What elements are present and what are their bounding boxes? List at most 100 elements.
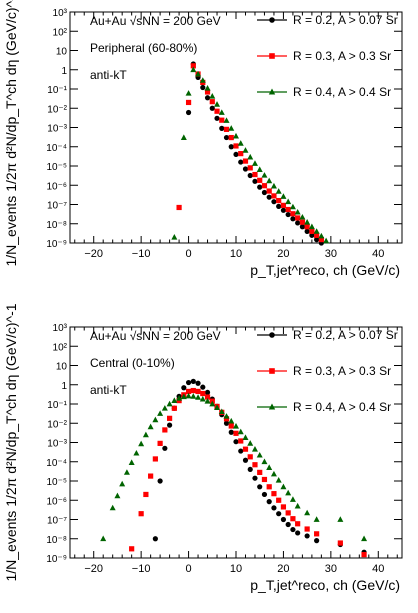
data-point-r04 — [304, 219, 311, 225]
legend-label: R = 0.2, A > 0.07 Sr — [293, 328, 398, 342]
y-tick-label: 10⁻¹ — [47, 85, 67, 96]
data-point-r04 — [195, 394, 202, 400]
data-point-r02 — [204, 389, 211, 396]
data-point-r03 — [276, 197, 282, 204]
data-point-r04 — [289, 496, 296, 502]
data-point-r04 — [270, 470, 277, 477]
data-point-r04 — [171, 234, 178, 240]
data-point-r04 — [204, 397, 211, 404]
data-point-r04 — [323, 237, 330, 244]
y-tick-label: 10⁻⁸ — [46, 535, 67, 546]
data-point-r03 — [261, 476, 268, 483]
data-point-r03 — [314, 232, 320, 238]
data-point-r03 — [185, 388, 192, 395]
data-point-r02 — [271, 505, 277, 511]
y-axis-label: 1/N_events 1/2π d²N/dp_T^ch dη (GeV/c)^-… — [3, 303, 19, 581]
legend-label: R = 0.2, A > 0.07 Sr — [293, 13, 398, 27]
data-point-r03 — [271, 193, 277, 199]
data-point-r02 — [257, 484, 263, 490]
data-point-r04 — [247, 153, 254, 160]
data-point-r03 — [233, 430, 239, 436]
data-point-r04 — [256, 451, 263, 458]
data-point-r02 — [304, 228, 310, 235]
data-point-r02 — [276, 511, 282, 517]
data-point-r02 — [200, 84, 206, 91]
data-point-r03 — [152, 456, 158, 462]
y-tick-label: 10⁻⁶ — [46, 496, 67, 507]
data-point-r03 — [295, 521, 301, 527]
annotation-text: Au+Au √sNN = 200 GeV — [90, 329, 221, 343]
data-point-r02 — [185, 379, 192, 386]
data-point-r03 — [252, 171, 258, 178]
data-point-r04 — [185, 90, 192, 96]
data-point-r03 — [209, 99, 215, 105]
x-tick-label: 20 — [277, 248, 289, 260]
data-point-r03 — [261, 183, 268, 189]
y-tick-label: 10⁻⁴ — [46, 143, 67, 154]
data-point-r02 — [304, 533, 310, 539]
x-tick-label: −10 — [132, 248, 151, 260]
data-point-r02 — [290, 216, 296, 222]
data-point-r02 — [200, 384, 206, 390]
data-point-r04 — [142, 431, 149, 438]
y-tick-label: 10⁻³ — [47, 439, 67, 450]
y-tick-label: 10⁻¹ — [47, 400, 67, 411]
data-point-r04 — [209, 400, 216, 407]
x-tick-label: 10 — [230, 248, 242, 260]
data-point-r02 — [276, 203, 282, 209]
data-point-r04 — [128, 459, 135, 466]
data-point-r04 — [270, 182, 277, 189]
data-point-r03 — [176, 204, 182, 211]
data-point-r04 — [180, 393, 187, 400]
data-point-r04 — [233, 423, 239, 429]
data-point-r02 — [266, 194, 272, 200]
data-point-r03 — [129, 546, 135, 552]
data-point-r02 — [280, 516, 287, 523]
data-point-r03 — [242, 446, 249, 452]
data-point-r03 — [299, 219, 305, 225]
data-point-r02 — [167, 422, 173, 428]
data-point-r04 — [180, 134, 187, 140]
data-point-r04 — [209, 93, 216, 99]
data-point-r02 — [252, 178, 258, 184]
data-point-r04 — [176, 395, 183, 401]
data-point-r04 — [294, 208, 301, 215]
data-point-r02 — [295, 220, 301, 226]
data-point-r02 — [223, 134, 230, 141]
data-point-r04 — [204, 85, 211, 91]
data-point-r04 — [313, 516, 320, 522]
data-point-r04 — [133, 449, 140, 456]
data-point-r03 — [304, 224, 310, 230]
chart-panel-top: −20 −10 0 10 20 30 40 10⁻⁹ 10⁻⁸ 10⁻⁷ 10⁻⁶ 10⁻⁵ 10⁻⁴ 1… — [3, 0, 403, 278]
data-point-r03 — [266, 188, 272, 194]
data-point-r02 — [209, 105, 215, 111]
data-point-r04 — [299, 213, 306, 220]
data-point-r04 — [147, 423, 154, 430]
data-point-r04 — [280, 483, 287, 490]
data-point-r04 — [337, 516, 344, 522]
data-point-r04 — [294, 502, 301, 509]
data-point-r02 — [280, 207, 287, 213]
x-tick-label: 0 — [186, 563, 192, 575]
y-tick-label: 10⁻² — [47, 419, 67, 430]
data-point-r04 — [242, 147, 249, 153]
legend-label: R = 0.4, A > 0.4 Sr — [293, 85, 391, 99]
data-point-r04 — [285, 198, 292, 205]
data-point-r03 — [228, 134, 234, 141]
data-point-r02 — [233, 439, 239, 445]
data-point-r03 — [285, 510, 291, 516]
data-point-r03 — [176, 398, 182, 404]
data-point-r03 — [195, 388, 201, 395]
y-tick-label: 10⁻⁷ — [47, 516, 67, 527]
series-3 — [100, 392, 368, 542]
data-point-r02 — [162, 445, 168, 451]
data-point-r03 — [204, 394, 211, 400]
data-point-r02 — [157, 478, 163, 484]
data-point-r03 — [223, 416, 230, 422]
data-point-r03 — [200, 390, 206, 397]
data-point-r03 — [223, 126, 230, 132]
data-point-r02 — [238, 448, 244, 454]
data-point-r04 — [138, 440, 145, 447]
data-point-r03 — [171, 405, 177, 411]
legend-marker — [269, 17, 275, 23]
